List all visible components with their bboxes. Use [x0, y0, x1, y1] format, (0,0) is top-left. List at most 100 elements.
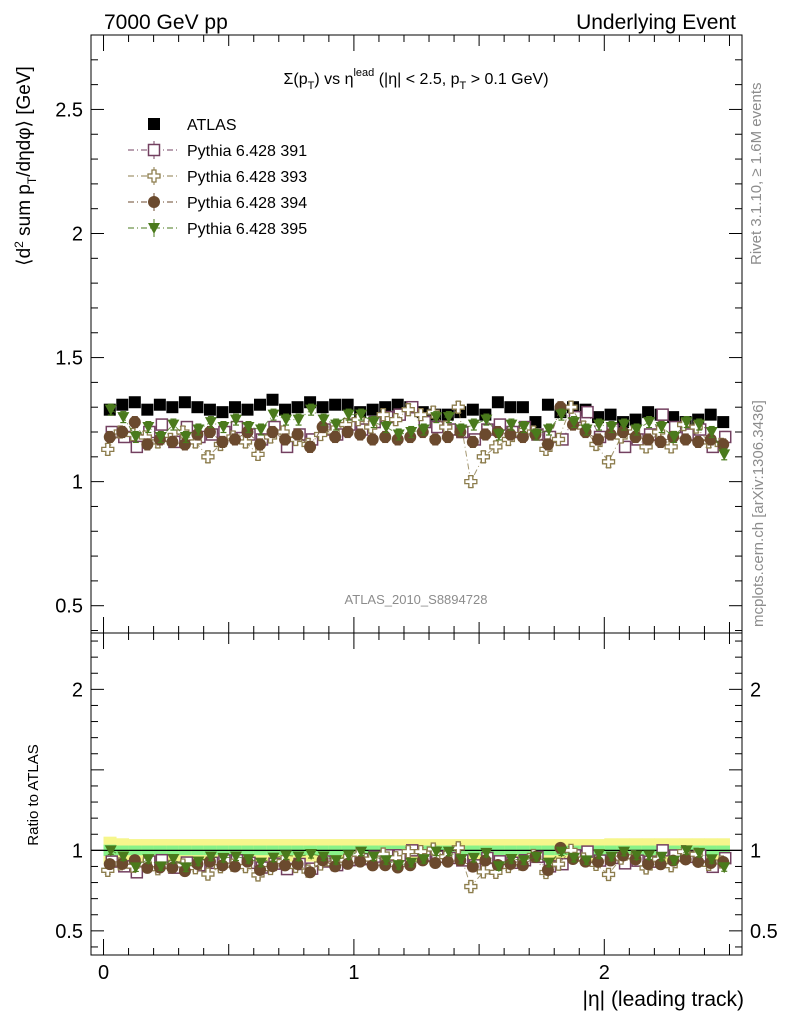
x-axis-label: |η| (leading track) — [583, 988, 744, 1011]
data-point-atlas — [391, 398, 404, 411]
ratio-point-p395 — [492, 861, 505, 873]
data-point-p394 — [604, 428, 617, 441]
ratio-point-p395 — [618, 846, 631, 858]
ratio-point-p395 — [680, 845, 693, 857]
data-point-atlas — [203, 403, 216, 416]
ratio-point-p394 — [141, 861, 154, 874]
ratio-point-p395 — [142, 854, 155, 866]
series-p395 — [104, 403, 731, 461]
legend-marker-p395 — [148, 223, 160, 234]
data-point-p394 — [266, 426, 279, 439]
ratio-point-p395 — [330, 855, 343, 867]
data-point-p393 — [551, 432, 566, 447]
ratio-y-tick-label-right: 0.5 — [750, 921, 778, 943]
data-point-p394 — [254, 438, 267, 451]
data-point-p395 — [129, 431, 142, 443]
data-point-p395 — [154, 431, 167, 443]
legend-entry-atlas: ATLAS — [148, 117, 237, 134]
data-point-atlas — [153, 398, 166, 411]
data-point-atlas — [166, 401, 179, 414]
data-point-p394 — [592, 433, 605, 446]
ratio-point-p395 — [255, 857, 268, 869]
data-point-p395 — [355, 409, 368, 421]
ratio-point-p394 — [592, 855, 605, 868]
data-point-p394 — [516, 430, 529, 443]
data-point-atlas — [717, 416, 730, 429]
data-point-p394 — [141, 438, 154, 451]
data-point-p393 — [389, 412, 403, 427]
ratio-point-p395 — [117, 851, 130, 863]
data-point-p395 — [192, 424, 205, 436]
ratio-y-tick-label: 0.5 — [55, 921, 83, 943]
data-point-p395 — [430, 412, 443, 424]
main-y-tick-label: 0.5 — [55, 596, 83, 618]
analysis-watermark: ATLAS_2010_S8894728 — [345, 592, 488, 607]
ratio-point-p394 — [304, 866, 317, 879]
data-point-p393 — [476, 450, 491, 464]
ratio-y-tick-label-right: 2 — [750, 679, 761, 701]
data-point-p395 — [417, 424, 430, 436]
ratio-point-p395 — [192, 856, 205, 868]
ratio-point-p395 — [655, 851, 668, 863]
data-point-atlas — [366, 403, 379, 416]
data-point-p393 — [464, 474, 478, 489]
ratio-point-p395 — [367, 851, 380, 863]
data-point-atlas — [266, 393, 279, 406]
ratio-point-p395 — [292, 851, 305, 863]
data-point-p395 — [505, 419, 518, 431]
data-point-p394 — [617, 426, 630, 439]
data-point-p395 — [142, 422, 155, 434]
data-point-atlas — [141, 403, 154, 416]
ratio-plot-frame — [90, 632, 743, 956]
data-point-atlas — [516, 401, 529, 414]
legend-label-p394: Pythia 6.428 394 — [187, 195, 307, 212]
main-y-tick-label: 1.5 — [55, 348, 83, 370]
legend-entry-p391: Pythia 6.428 391 — [128, 141, 307, 160]
data-point-p395 — [167, 419, 180, 431]
data-point-p395 — [392, 429, 405, 441]
data-point-p395 — [117, 412, 130, 424]
x-tick-label: 0 — [98, 962, 109, 984]
legend: ATLAS Pythia 6.428 391 Pythia 6.428 393 Pyt… — [128, 117, 307, 238]
data-point-atlas — [541, 398, 554, 411]
data-point-p395 — [229, 414, 242, 426]
x-tick-label: 2 — [599, 962, 610, 984]
data-point-p394 — [128, 416, 141, 429]
data-point-p391 — [618, 440, 632, 454]
ratio-point-p395 — [580, 855, 593, 867]
data-point-p395 — [242, 422, 255, 434]
legend-entry-p395: Pythia 6.428 395 — [128, 219, 307, 238]
data-point-p395 — [442, 412, 455, 424]
data-point-p393 — [414, 407, 428, 422]
legend-marker-p393 — [147, 169, 161, 183]
header-right: Underlying Event — [576, 11, 736, 34]
data-point-p395 — [330, 419, 343, 431]
ratio-point-p395 — [442, 846, 455, 858]
data-point-atlas — [228, 401, 241, 414]
legend-label-p393: Pythia 6.428 393 — [187, 169, 307, 186]
ratio-point-p395 — [129, 862, 142, 874]
data-point-p395 — [605, 422, 618, 434]
ratio-point-p395 — [567, 852, 580, 864]
data-point-p394 — [692, 435, 705, 448]
ratio-point-p394 — [266, 860, 279, 873]
data-point-atlas — [216, 406, 229, 419]
data-point-p394 — [366, 433, 379, 446]
ratio-point-p393 — [464, 879, 478, 894]
ratio-point-p395 — [467, 852, 480, 864]
ratio-point-p394 — [103, 858, 116, 871]
ratio-point-p395 — [242, 854, 255, 866]
ratio-point-p393 — [201, 867, 215, 881]
ratio-point-p395 — [154, 861, 167, 873]
data-point-p395 — [580, 424, 593, 436]
x-axis: 0 1 2 — [98, 35, 730, 984]
data-point-p394 — [216, 435, 229, 448]
ratio-point-p394 — [441, 855, 454, 868]
data-point-p393 — [251, 447, 265, 461]
ratio-point-p395 — [342, 850, 355, 862]
ratio-point-p394 — [679, 853, 692, 866]
ratio-point-p394 — [341, 857, 354, 870]
data-point-p393 — [601, 455, 616, 469]
data-point-p394 — [642, 433, 655, 446]
data-point-p393 — [489, 440, 503, 454]
